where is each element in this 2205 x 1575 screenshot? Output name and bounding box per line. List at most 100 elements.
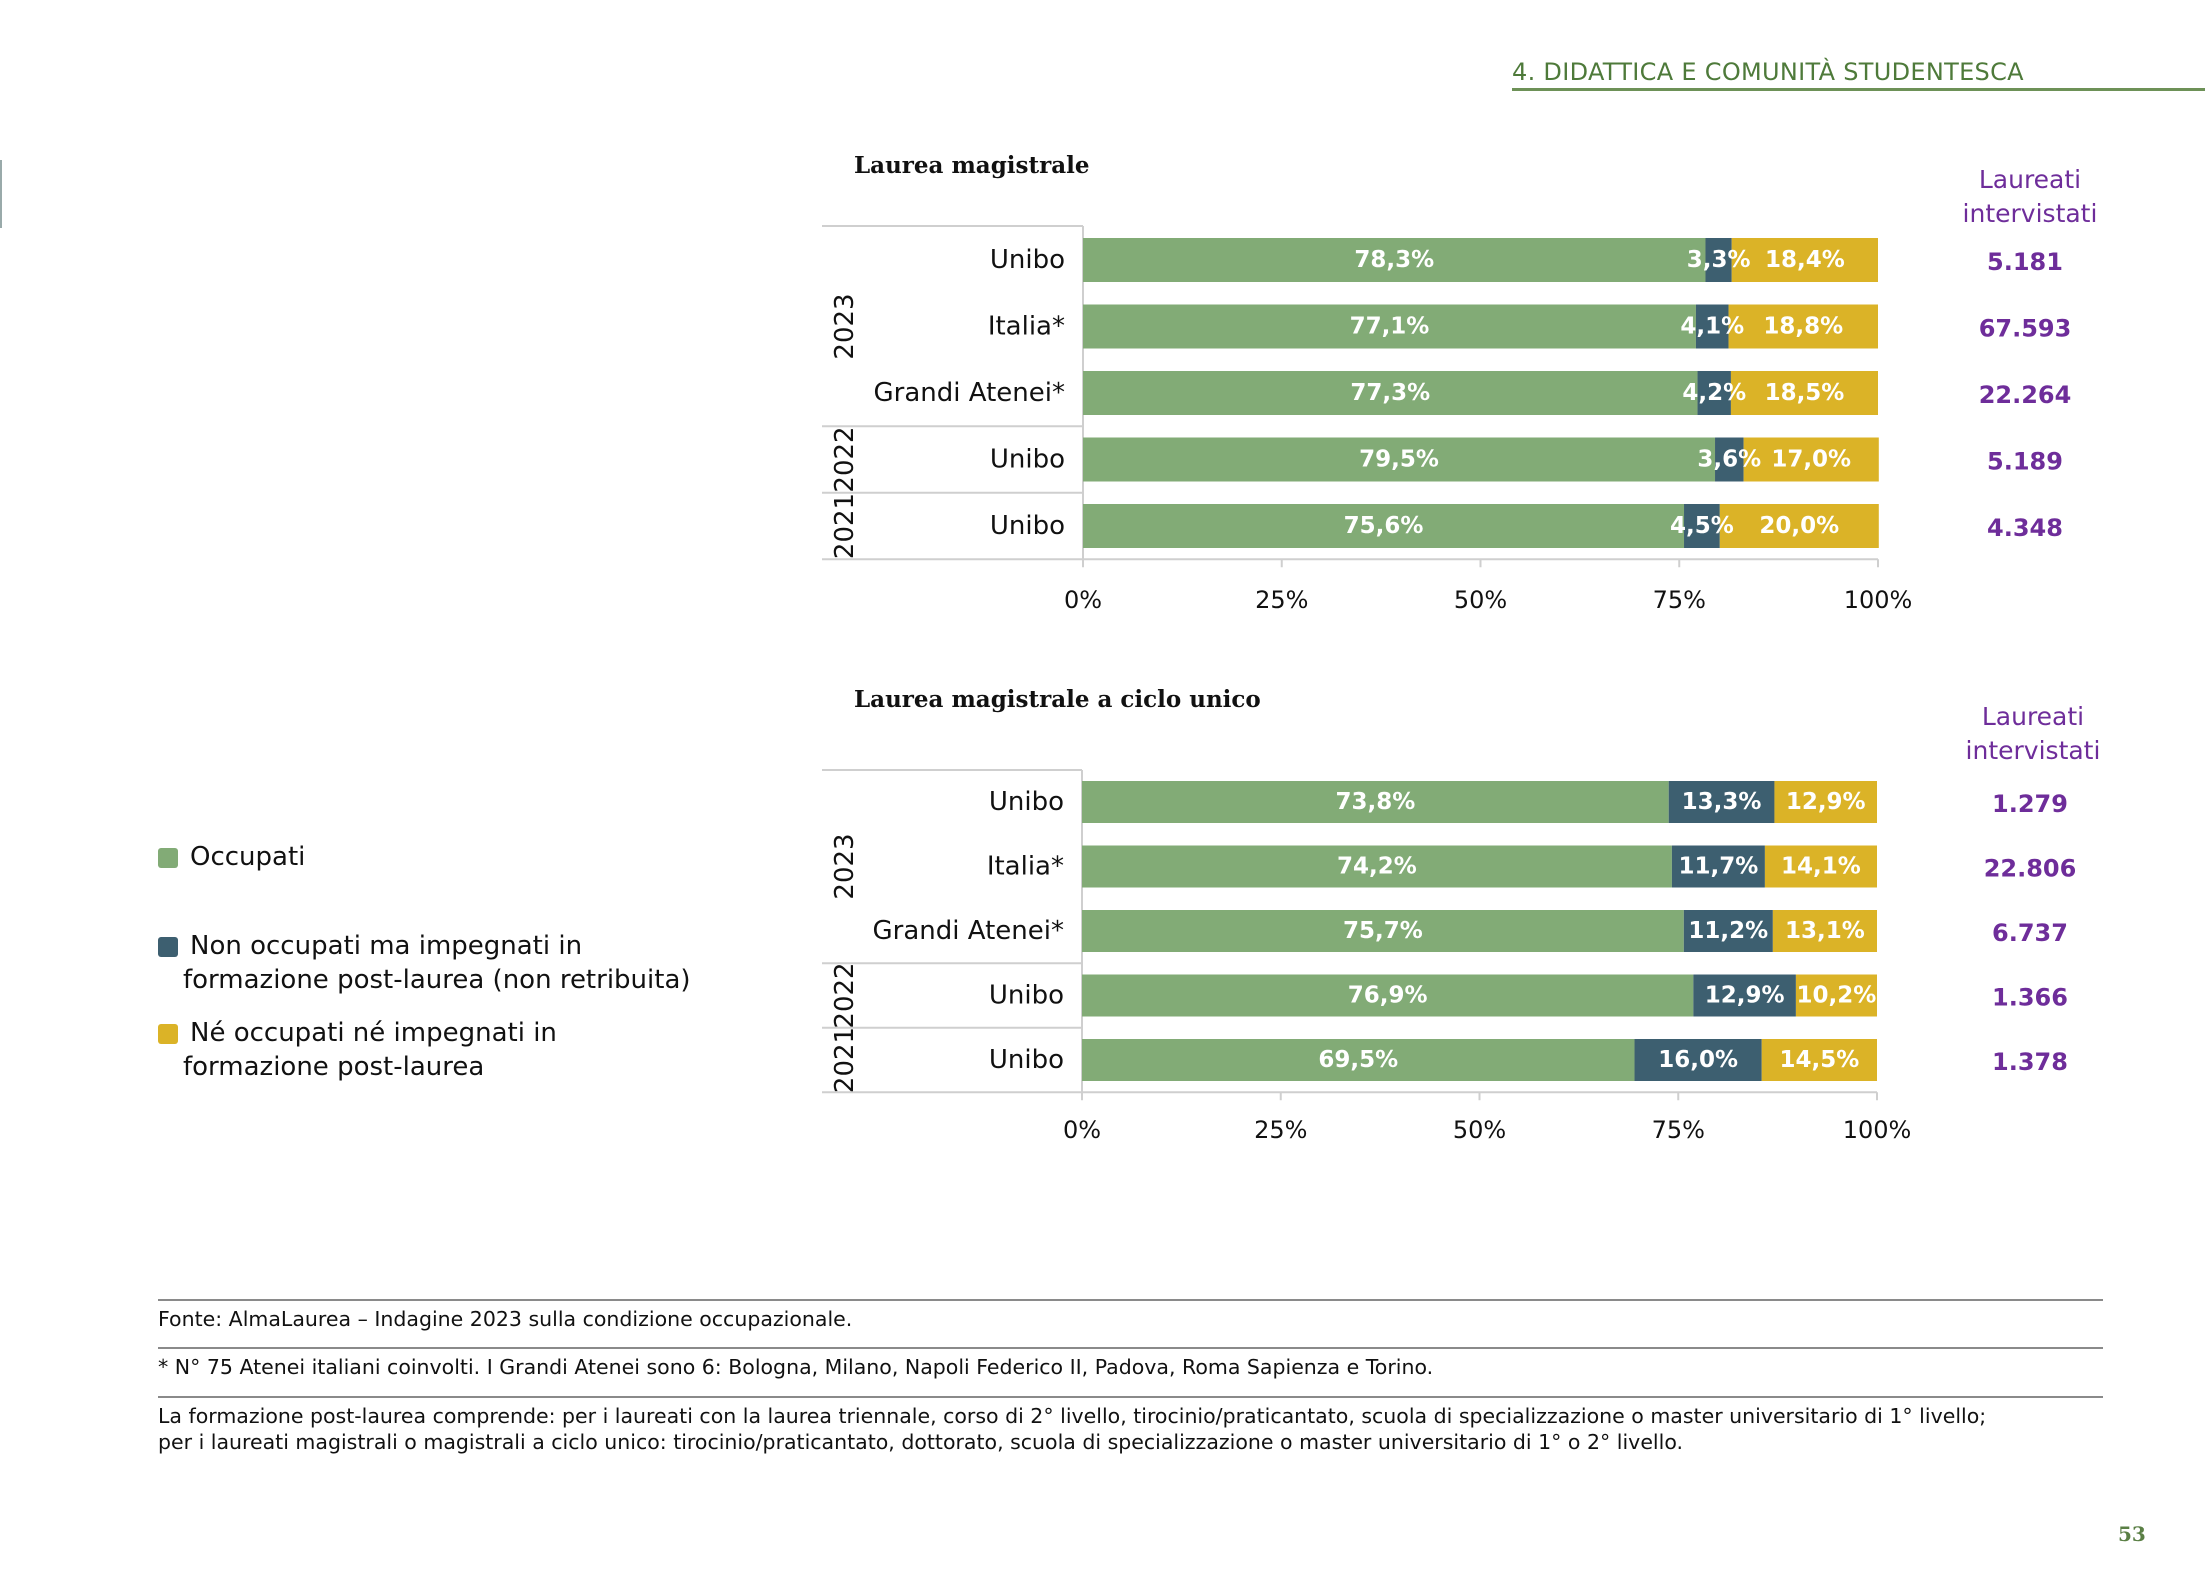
data-label-non_occupati_formazione: 11,2% <box>1688 918 1768 944</box>
data-label-occupati: 75,7% <box>1343 918 1423 944</box>
bar-segment-ne_occupati <box>1772 910 1877 952</box>
bar-segment-ne_occupati <box>1719 504 1879 548</box>
legend-label-non-occupati-2: formazione post-laurea (non retribuita) <box>183 965 691 995</box>
bar-segment-occupati <box>1082 845 1672 888</box>
data-label-ne_occupati: 17,0% <box>1771 447 1851 473</box>
x-tick-label: 100% <box>1844 586 1913 614</box>
data-label-non_occupati_formazione: 4,2% <box>1682 380 1746 406</box>
data-label-ne_occupati: 12,9% <box>1786 789 1866 815</box>
note-formazione-1: La formazione post-laurea comprende: per… <box>158 1404 1987 1428</box>
bar-segment-ne_occupati <box>1764 845 1877 888</box>
data-label-occupati: 74,2% <box>1337 854 1417 880</box>
category-label: Italia* <box>988 312 1065 342</box>
category-label: Unibo <box>990 245 1065 275</box>
bar-segment-occupati <box>1083 371 1698 415</box>
data-label-ne_occupati: 18,8% <box>1763 314 1843 340</box>
data-label-non_occupati_formazione: 3,6% <box>1697 447 1761 473</box>
chart-2-respondents-header: Laureati intervistati <box>1933 700 2133 768</box>
category-label: Italia* <box>987 852 1064 882</box>
bar-segment-ne_occupati <box>1774 781 1877 823</box>
bar-segment-non_occupati_formazione <box>1695 304 1729 349</box>
legend-swatch-non-occupati <box>158 937 178 957</box>
header-rule <box>1512 88 2205 91</box>
data-label-occupati: 78,3% <box>1354 247 1434 273</box>
bar-segment-ne_occupati <box>1743 437 1879 482</box>
data-label-ne_occupati: 14,1% <box>1781 854 1861 880</box>
legend-label-ne-occupati-2: formazione post-laurea <box>183 1052 485 1082</box>
bar-segment-non_occupati_formazione <box>1683 910 1773 952</box>
legend-label-occupati: Occupati <box>190 842 306 872</box>
data-label-non_occupati_formazione: 3,3% <box>1687 247 1751 273</box>
respondents-header-line-1: Laureati <box>1978 165 2082 194</box>
bar-segment-ne_occupati <box>1761 1039 1877 1081</box>
data-label-ne_occupati: 13,1% <box>1785 918 1865 944</box>
category-label: Grandi Atenei* <box>873 916 1064 946</box>
x-tick-label: 50% <box>1454 586 1507 614</box>
data-label-non_occupati_formazione: 4,5% <box>1670 513 1734 539</box>
bar-segment-occupati <box>1083 437 1716 482</box>
bar-segment-ne_occupati <box>1731 238 1878 282</box>
data-label-occupati: 77,1% <box>1350 314 1430 340</box>
note-rule-2 <box>158 1347 2103 1349</box>
data-label-occupati: 69,5% <box>1318 1047 1398 1073</box>
bar-segment-non_occupati_formazione <box>1693 974 1796 1017</box>
bar-segment-non_occupati_formazione <box>1705 238 1732 282</box>
bar-segment-occupati <box>1082 910 1684 952</box>
respondents-count: 5.181 <box>1987 248 2063 276</box>
bar-segment-ne_occupati <box>1795 974 1877 1017</box>
data-label-occupati: 77,3% <box>1350 380 1430 406</box>
chart-1-title: Laurea magistrale <box>854 152 1090 179</box>
year-group-label: 2023 <box>830 293 860 359</box>
note-atenei: * N° 75 Atenei italiani coinvolti. I Gra… <box>158 1355 1434 1379</box>
x-tick-label: 25% <box>1255 586 1308 614</box>
x-tick-label: 50% <box>1453 1116 1506 1144</box>
data-label-ne_occupati: 14,5% <box>1779 1047 1859 1073</box>
note-formazione-2: per i laureati magistrali o magistrali a… <box>158 1430 1684 1454</box>
respondents-count: 22.806 <box>1984 855 2077 883</box>
category-label: Unibo <box>989 981 1064 1011</box>
data-label-non_occupati_formazione: 11,7% <box>1678 854 1758 880</box>
year-group-label: 2022 <box>830 962 860 1028</box>
data-label-ne_occupati: 20,0% <box>1759 513 1839 539</box>
category-label: Unibo <box>989 787 1064 817</box>
bar-segment-occupati <box>1082 1039 1635 1081</box>
legend-label-ne-occupati-1: Né occupati né impegnati in <box>190 1018 557 1048</box>
section-header: 4. DIDATTICA E COMUNITÀ STUDENTESCA <box>1512 58 2024 86</box>
bar-segment-occupati <box>1083 304 1696 349</box>
category-label: Unibo <box>990 511 1065 541</box>
chart-2-title: Laurea magistrale a ciclo unico <box>854 686 1261 713</box>
chart-1-respondents-header: Laureati intervistati <box>1930 163 2130 231</box>
bar-segment-non_occupati_formazione <box>1684 504 1720 548</box>
bar-segment-ne_occupati <box>1730 371 1878 415</box>
bar-segment-non_occupati_formazione <box>1697 371 1731 415</box>
bar-segment-occupati <box>1083 504 1685 548</box>
bar-segment-non_occupati_formazione <box>1671 845 1765 888</box>
respondents-count: 67.593 <box>1979 315 2072 343</box>
x-tick-label: 100% <box>1843 1116 1912 1144</box>
note-rule-1 <box>158 1299 2103 1301</box>
respondents-count: 1.366 <box>1992 984 2068 1012</box>
year-group-label: 2021 <box>830 493 860 559</box>
x-tick-label: 75% <box>1652 1116 1705 1144</box>
respondents-count: 1.378 <box>1992 1048 2068 1076</box>
bar-segment-non_occupati_formazione <box>1715 437 1744 482</box>
data-label-occupati: 79,5% <box>1359 447 1439 473</box>
year-group-label: 2021 <box>830 1027 860 1093</box>
data-label-ne_occupati: 18,4% <box>1765 247 1845 273</box>
x-tick-label: 25% <box>1254 1116 1307 1144</box>
bar-segment-occupati <box>1083 238 1706 282</box>
bar-segment-non_occupati_formazione <box>1668 781 1775 823</box>
respondents-count: 4.348 <box>1987 514 2063 542</box>
respondents-header-line-2: intervistati <box>1962 199 2098 228</box>
note-fonte: Fonte: AlmaLaurea – Indagine 2023 sulla … <box>158 1307 853 1331</box>
respondents-count: 22.264 <box>1979 381 2072 409</box>
respondents-header-line-1: Laureati <box>1981 702 2085 731</box>
x-tick-label: 0% <box>1063 1116 1101 1144</box>
legend-swatch-occupati <box>158 848 178 868</box>
legend-label-non-occupati-1: Non occupati ma impegnati in <box>190 931 583 961</box>
x-tick-label: 75% <box>1653 586 1706 614</box>
data-label-non_occupati_formazione: 12,9% <box>1705 983 1785 1009</box>
year-group-label: 2022 <box>830 426 860 492</box>
data-label-occupati: 73,8% <box>1335 789 1415 815</box>
year-group-label: 2023 <box>830 833 860 899</box>
